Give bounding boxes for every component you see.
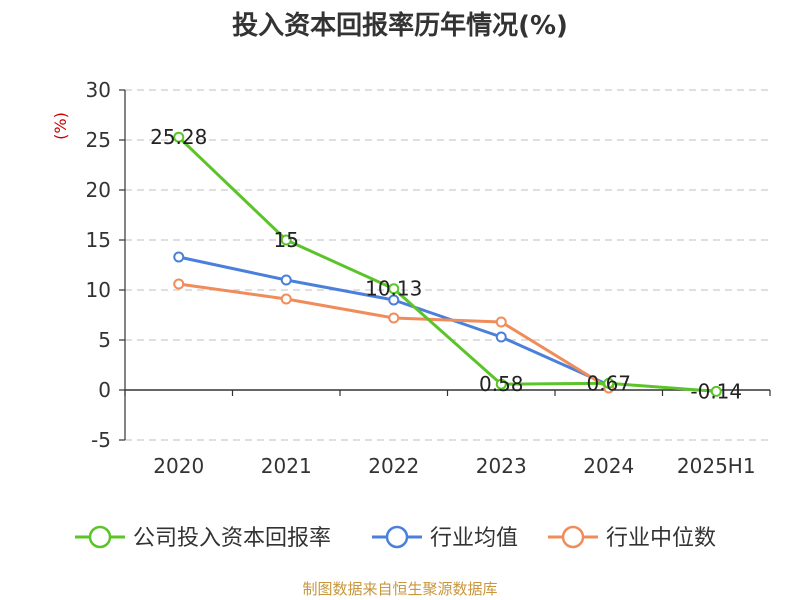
data-point	[173, 278, 185, 290]
data-point	[388, 283, 400, 295]
data-point	[710, 385, 722, 397]
x-tick-label: 2024	[583, 454, 634, 478]
legend-label: 行业中位数	[606, 526, 716, 551]
chart-title: 投入资本回报率历年情况(%)	[232, 10, 568, 41]
data-point	[280, 234, 292, 246]
y-tick-label: 10	[86, 278, 111, 302]
data-point	[603, 377, 615, 389]
data-label: 0.58	[479, 372, 524, 396]
data-point	[173, 131, 185, 143]
x-tick-label: 2022	[368, 454, 419, 478]
legend-label: 公司投入资本回报率	[133, 526, 331, 551]
data-point	[280, 274, 292, 286]
y-tick-label: 5	[98, 328, 111, 352]
data-label: -0.14	[690, 379, 742, 403]
x-tick-label: 2025H1	[677, 454, 756, 478]
y-tick-label: -5	[91, 428, 111, 452]
data-point	[495, 331, 507, 343]
legend-swatch-marker	[88, 525, 112, 549]
y-axis-unit: (%)	[51, 112, 70, 140]
data-point	[388, 312, 400, 324]
legend-item: 行业均值	[372, 525, 518, 551]
legend-swatch-marker	[385, 525, 409, 549]
data-label: 10.13	[365, 277, 422, 301]
data-label: 15	[274, 228, 299, 252]
data-labels: 25.28 15 10.13 0.58 0.67 -0.14	[150, 125, 742, 403]
legend-label: 行业均值	[430, 526, 518, 551]
y-tick-label: 15	[86, 228, 111, 252]
series-line	[177, 136, 717, 393]
y-tick-label: 25	[86, 128, 111, 152]
data-point	[173, 251, 185, 263]
data-point	[388, 294, 400, 306]
y-tick-label: 30	[86, 78, 111, 102]
y-tick-label: 20	[86, 178, 111, 202]
source-note: 制图数据来自恒生聚源数据库	[302, 580, 497, 598]
legend-swatch-marker	[561, 525, 585, 549]
data-point	[280, 293, 292, 305]
x-tick-label: 2023	[476, 454, 527, 478]
data-point	[495, 316, 507, 328]
data-point	[495, 378, 507, 390]
axes: -5 0 5 10 15 20 25 30 2020 2021 2022 2023 2024 2025H1	[86, 78, 771, 478]
x-tick-label: 2021	[261, 454, 312, 478]
legend-item: 行业中位数	[548, 525, 716, 551]
x-tick-label: 2020	[153, 454, 204, 478]
y-tick-label: 0	[98, 378, 111, 402]
data-label: 0.67	[586, 371, 631, 395]
series	[173, 131, 722, 397]
legend-item: 公司投入资本回报率	[75, 525, 331, 551]
legend: 公司投入资本回报率 行业均值 行业中位数	[75, 525, 716, 551]
data-label: 25.28	[150, 125, 207, 149]
